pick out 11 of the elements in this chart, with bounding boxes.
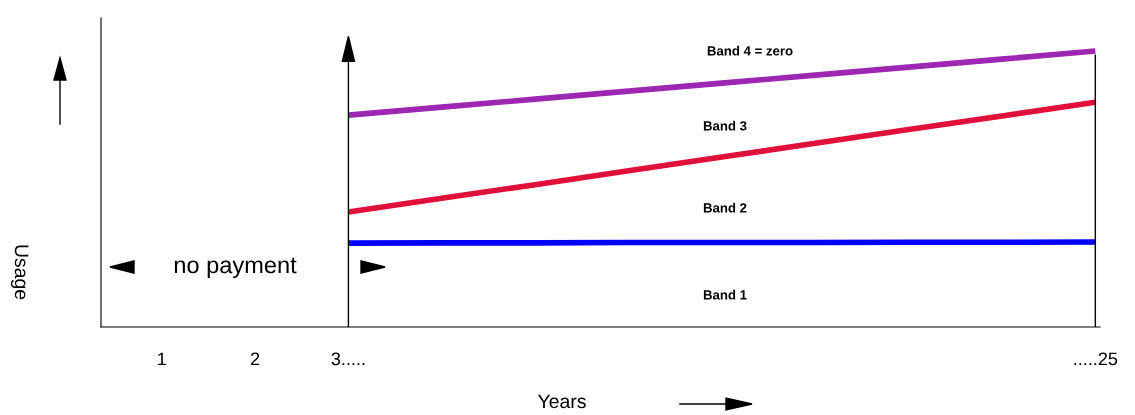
y-axis-title: Usage: [10, 245, 29, 300]
annotation: Band 2: [703, 202, 747, 213]
annotation: no payment: [174, 257, 297, 279]
annotation: Band 1: [703, 289, 747, 300]
annotation: Band 4 = zero: [707, 45, 793, 56]
x-tick-label: 3.....: [331, 352, 365, 366]
x-tick-label: 2: [250, 352, 260, 366]
x-axis-title: Years: [537, 394, 586, 409]
x-tick-label: 1: [158, 352, 166, 366]
annotation: Band 3: [703, 120, 747, 131]
x-tick-label: .....25: [1074, 352, 1118, 366]
